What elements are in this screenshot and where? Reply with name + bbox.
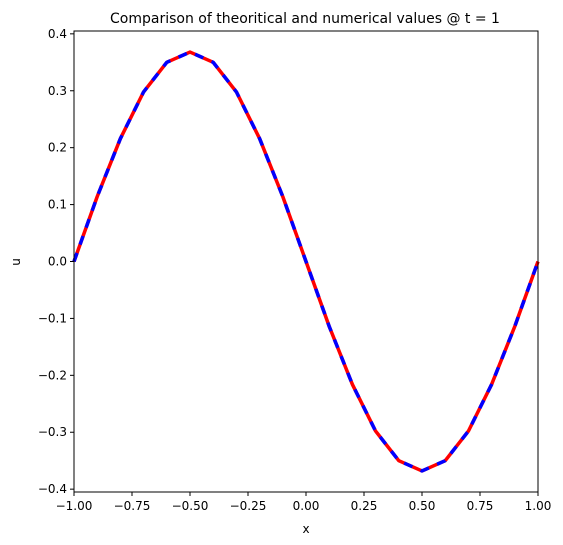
x-tick-label: −0.25 [230,499,267,513]
y-tick-label: −0.3 [38,425,67,439]
y-tick-label: −0.4 [38,482,67,496]
series-layer [72,50,540,473]
y-axis: −0.4 −0.3 −0.2 −0.1 0.0 0.1 0.2 0.3 0.4 [38,27,74,496]
y-tick-label: 0.2 [48,141,67,155]
y-tick-label: −0.2 [38,368,67,382]
y-axis-label: u [9,258,23,266]
x-tick-label: 1.00 [525,499,552,513]
x-tick-label: 0.50 [409,499,436,513]
x-axis-label: x [302,522,309,536]
y-tick-label: 0.3 [48,84,67,98]
x-axis: −1.00 −0.75 −0.50 −0.25 0.00 0.25 0.50 0.75 1.00 [56,492,552,513]
plot-area [72,30,540,493]
x-tick-label: 0.25 [351,499,378,513]
y-tick-label: 0.0 [48,255,67,269]
y-tick-label: 0.4 [48,27,67,41]
y-tick-label: −0.1 [38,311,67,325]
chart-title: Comparison of theoritical and numerical … [110,11,500,27]
x-tick-label: −0.75 [114,499,151,513]
x-tick-label: −0.50 [172,499,209,513]
series-line-2 [72,50,540,473]
x-tick-label: −1.00 [56,499,93,513]
x-tick-label: 0.75 [467,499,494,513]
y-tick-label: 0.1 [48,198,67,212]
x-tick-label: 0.00 [293,499,320,513]
